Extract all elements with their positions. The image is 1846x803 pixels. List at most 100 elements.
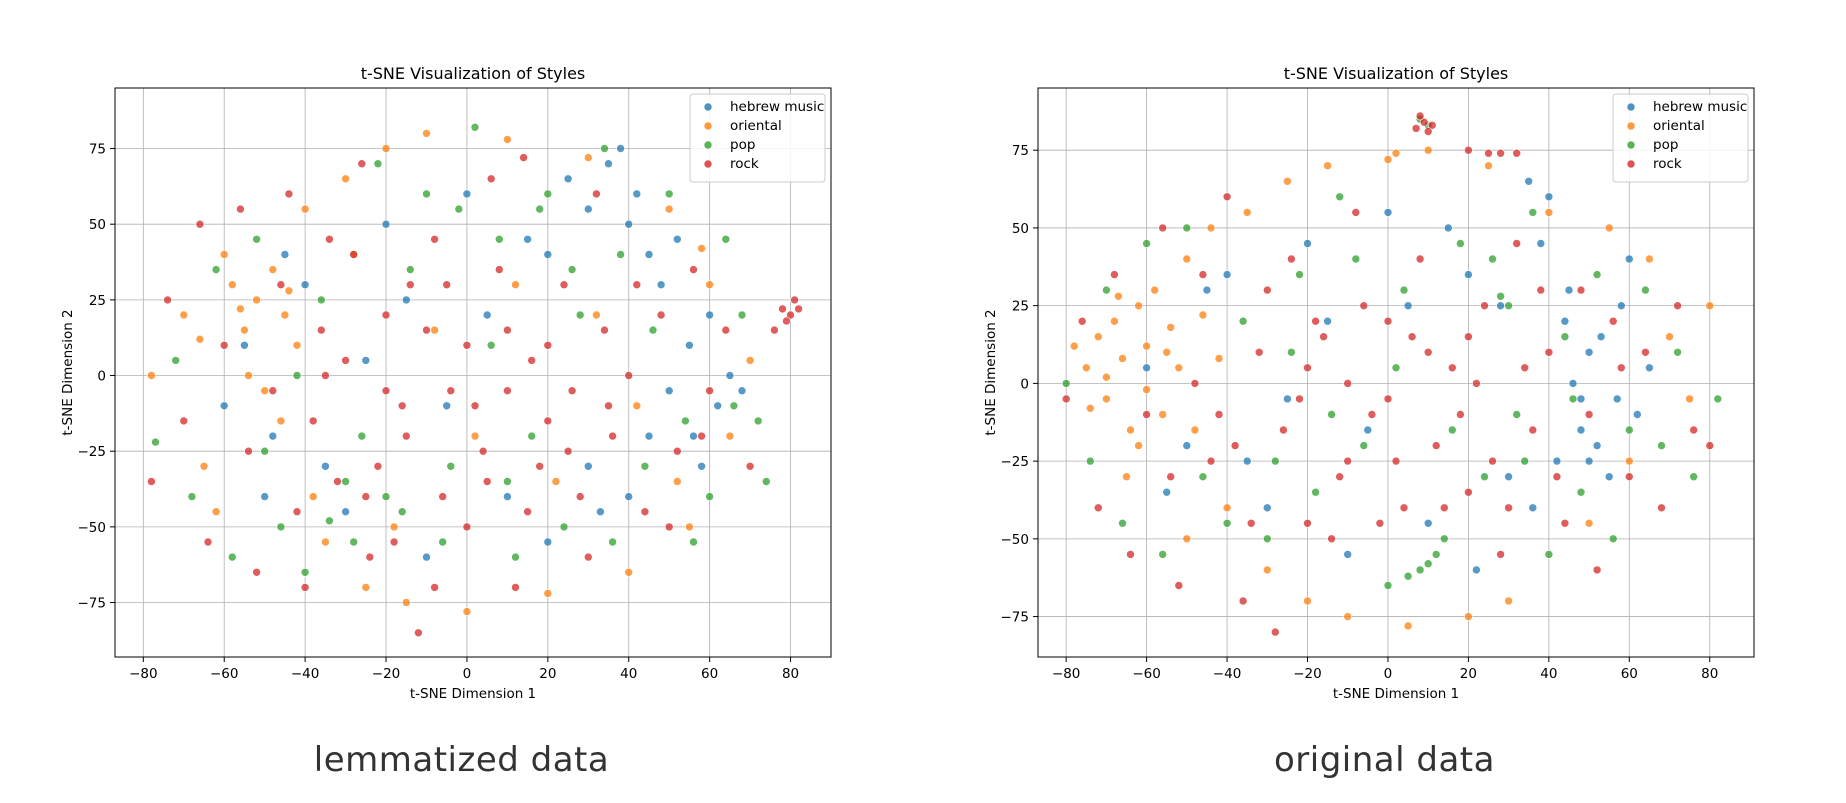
data-point	[535, 461, 545, 471]
data-point	[1528, 503, 1538, 513]
y-tick-label: 25	[1012, 299, 1029, 315]
data-point	[1705, 441, 1715, 450]
data-point	[1423, 559, 1433, 569]
data-point	[729, 401, 739, 411]
data-point	[1094, 503, 1103, 513]
data-point	[280, 250, 290, 259]
data-point	[1403, 621, 1413, 631]
data-point	[1407, 332, 1417, 342]
data-point	[1166, 472, 1175, 482]
data-point	[1612, 394, 1622, 404]
data-point	[1367, 410, 1377, 419]
data-point	[236, 204, 245, 214]
data-point	[567, 265, 577, 274]
data-point	[1544, 208, 1554, 217]
data-point	[543, 250, 553, 259]
data-point	[438, 537, 448, 547]
data-point	[705, 310, 714, 320]
data-point	[325, 235, 334, 244]
data-point	[1399, 285, 1409, 295]
data-point	[1323, 316, 1332, 326]
data-point	[1118, 354, 1127, 363]
data-point	[1496, 291, 1505, 301]
data-point	[685, 340, 694, 350]
data-point	[300, 280, 310, 290]
data-point	[1303, 363, 1312, 373]
data-point	[1496, 301, 1505, 311]
data-point	[644, 431, 654, 441]
data-point	[1665, 332, 1674, 342]
data-point	[1685, 394, 1694, 404]
data-point	[252, 567, 261, 577]
data-point	[430, 325, 439, 335]
data-point	[240, 340, 249, 350]
data-point	[1456, 239, 1465, 248]
data-point	[470, 123, 480, 132]
y-tick-label: 0	[1020, 376, 1029, 392]
tsne-scatter-chart-original: −80 −60 −40 −20 0 20 40 60 80 −75 −50 −25 0 25 50 75 t-S…	[983, 64, 1755, 702]
data-point	[430, 235, 439, 244]
data-point	[470, 401, 480, 411]
data-point	[778, 304, 787, 314]
data-point	[1262, 565, 1272, 575]
data-point	[1254, 347, 1264, 357]
data-point	[361, 583, 371, 592]
data-point	[276, 522, 286, 532]
data-point	[280, 310, 290, 320]
data-point	[1713, 394, 1723, 404]
data-point	[1077, 316, 1087, 326]
data-point	[381, 310, 391, 320]
legend-marker	[703, 140, 713, 150]
data-point	[1158, 550, 1167, 559]
data-point	[1327, 410, 1336, 419]
data-point	[381, 492, 391, 501]
data-point	[211, 265, 221, 274]
data-point	[503, 325, 512, 335]
data-point	[268, 265, 278, 274]
data-point	[1134, 441, 1143, 450]
legend-marker	[1626, 140, 1636, 150]
data-point	[1102, 285, 1111, 295]
data-point	[1391, 456, 1401, 466]
data-point	[697, 461, 706, 471]
data-point	[486, 340, 496, 350]
data-point	[1110, 270, 1119, 279]
data-point	[151, 437, 160, 447]
data-point	[1584, 518, 1594, 528]
data-point	[1657, 441, 1666, 450]
data-point	[600, 325, 609, 335]
data-point	[316, 295, 326, 305]
data-point	[414, 628, 423, 638]
data-point	[1641, 347, 1650, 357]
data-point	[664, 522, 674, 532]
x-tick-label: −40	[1213, 666, 1242, 682]
data-point	[624, 567, 634, 577]
data-point	[1592, 441, 1602, 450]
y-tick-label: −50	[1001, 532, 1030, 548]
x-tick-label: −20	[372, 666, 401, 682]
data-point	[543, 416, 553, 426]
data-point	[672, 446, 682, 456]
data-point	[624, 492, 634, 501]
data-point	[1673, 301, 1682, 311]
y-tick-label: −75	[1001, 610, 1030, 626]
data-point	[519, 153, 528, 162]
data-point	[1464, 487, 1473, 497]
data-point	[373, 461, 383, 471]
data-point	[1162, 487, 1171, 497]
data-point	[292, 340, 302, 350]
data-point	[1122, 472, 1131, 482]
data-point	[1190, 379, 1200, 388]
legend-label: hebrew music	[1653, 99, 1747, 115]
data-point	[195, 219, 205, 229]
data-point	[583, 204, 593, 214]
legend: hebrew music oriental pop rock	[1612, 93, 1749, 183]
data-point	[373, 159, 383, 168]
x-axis-label: t-SNE Dimension 1	[410, 686, 536, 702]
y-tick-label: 0	[97, 369, 106, 385]
data-point	[737, 310, 747, 320]
data-point	[1439, 503, 1449, 513]
chart-title: t-SNE Visualization of Styles	[361, 64, 586, 83]
data-point	[543, 537, 553, 547]
data-point	[503, 135, 512, 144]
